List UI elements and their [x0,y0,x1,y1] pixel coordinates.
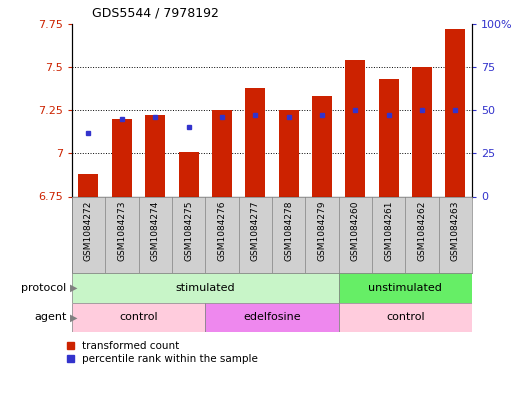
Bar [445,29,465,196]
Bar [179,152,199,196]
Text: control: control [119,312,158,322]
Bar [72,273,339,303]
Text: stimulated: stimulated [175,283,235,293]
Bar [205,303,339,332]
Text: GSM1084261: GSM1084261 [384,200,393,261]
Bar [412,67,432,196]
Bar [312,96,332,196]
Bar [279,110,299,196]
Text: edelfosine: edelfosine [243,312,301,322]
Text: GSM1084263: GSM1084263 [451,200,460,261]
Text: GSM1084275: GSM1084275 [184,200,193,261]
Text: ▶: ▶ [70,283,78,293]
Bar [72,303,205,332]
Bar [245,88,265,196]
Text: GSM1084278: GSM1084278 [284,200,293,261]
Bar [112,119,132,196]
Text: GDS5544 / 7978192: GDS5544 / 7978192 [92,7,219,20]
Text: GSM1084262: GSM1084262 [418,200,426,261]
Bar [78,174,98,196]
Text: protocol: protocol [22,283,67,293]
Bar [379,79,399,196]
Text: GSM1084272: GSM1084272 [84,200,93,261]
Text: ▶: ▶ [70,312,78,322]
Bar [145,115,165,196]
Text: GSM1084273: GSM1084273 [117,200,126,261]
Text: unstimulated: unstimulated [368,283,442,293]
Text: GSM1084277: GSM1084277 [251,200,260,261]
Text: GSM1084279: GSM1084279 [318,200,326,261]
Legend: transformed count, percentile rank within the sample: transformed count, percentile rank withi… [67,341,258,364]
Bar [345,60,365,196]
Bar [212,110,232,196]
Text: GSM1084274: GSM1084274 [151,200,160,261]
Text: agent: agent [34,312,67,322]
Bar [339,273,472,303]
Text: control: control [386,312,425,322]
Text: GSM1084276: GSM1084276 [218,200,226,261]
Bar [339,303,472,332]
Text: GSM1084260: GSM1084260 [351,200,360,261]
